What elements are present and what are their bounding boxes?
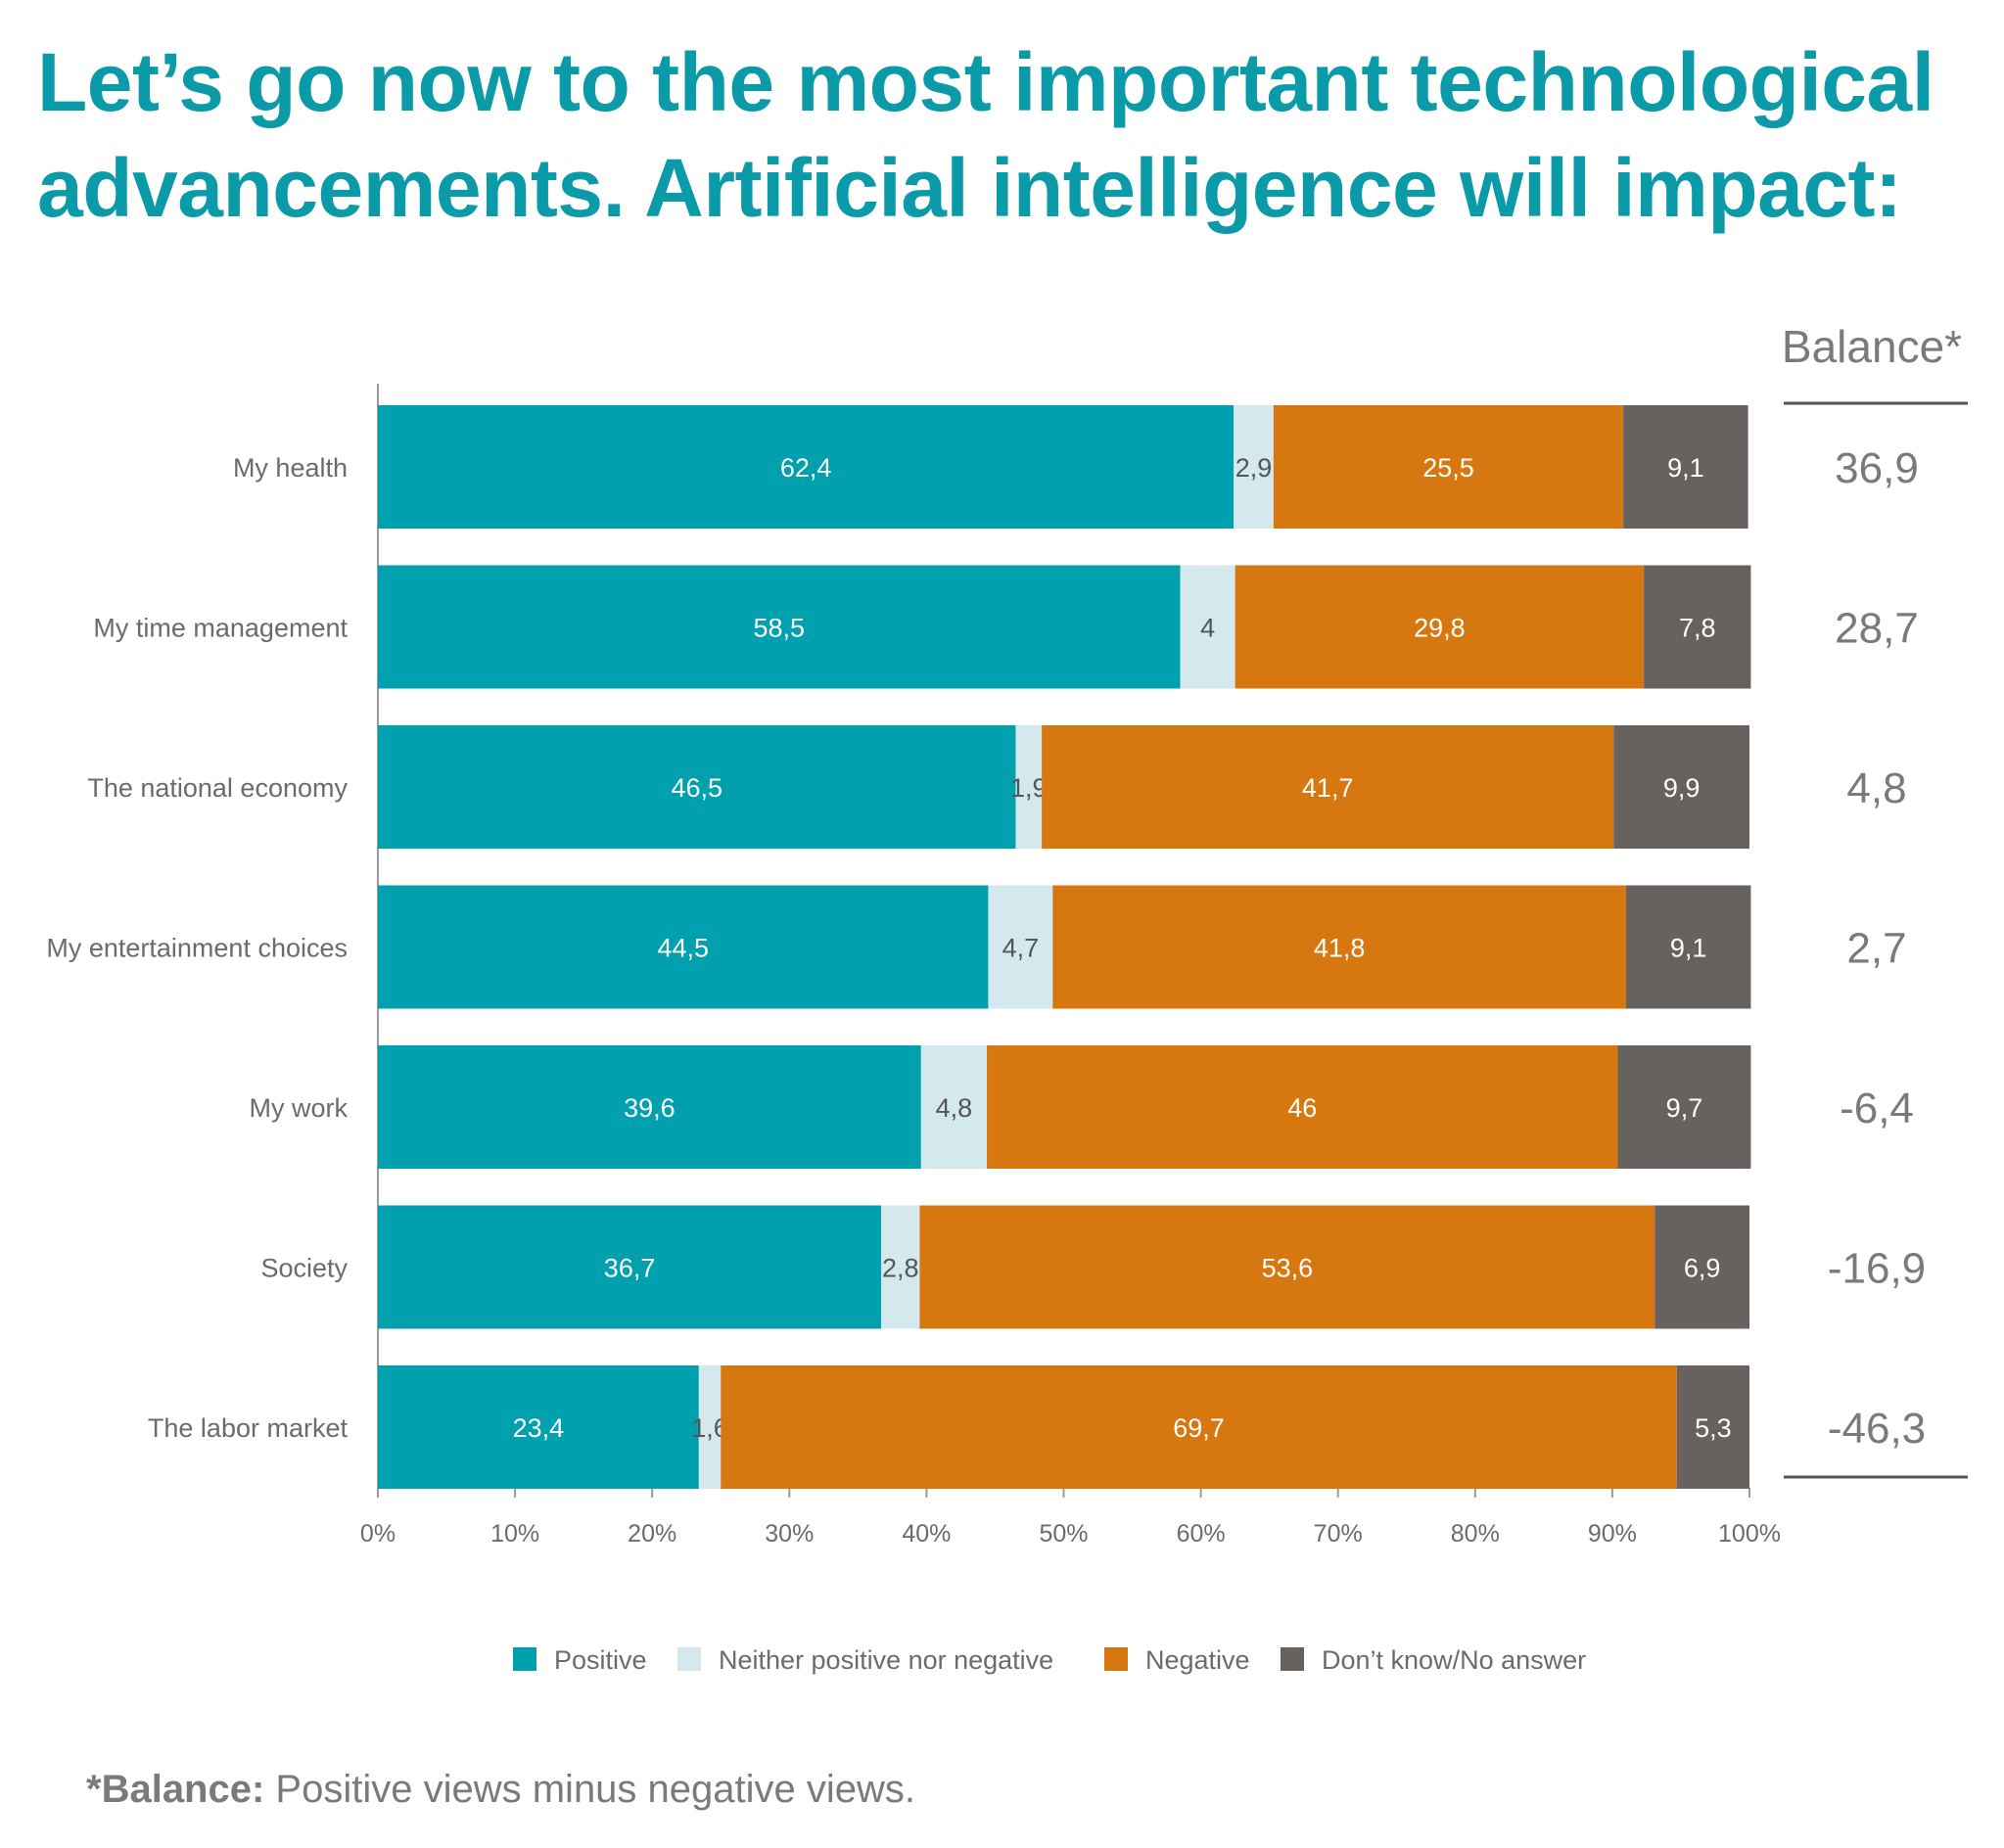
footnote-text: Positive views minus negative views. bbox=[264, 1768, 916, 1811]
data-label-neither: 1,9 bbox=[1010, 773, 1048, 803]
legend-swatch-negative bbox=[1104, 1647, 1128, 1671]
data-label-neither: 4,7 bbox=[1002, 934, 1040, 963]
x-tick-label: 90% bbox=[1588, 1520, 1637, 1548]
balance-value: 36,9 bbox=[1835, 444, 1919, 492]
bar-segment-dont_know bbox=[1654, 1205, 1749, 1329]
legend-swatch-positive bbox=[513, 1647, 536, 1671]
bar-segment-positive bbox=[378, 1365, 699, 1489]
data-label-neither: 2,8 bbox=[882, 1254, 919, 1283]
data-label-positive: 39,6 bbox=[624, 1093, 676, 1123]
data-label-positive: 58,5 bbox=[754, 614, 806, 643]
data-label-dont_know: 9,1 bbox=[1667, 453, 1704, 483]
bar-segment-negative bbox=[919, 1205, 1655, 1329]
bar-segment-positive bbox=[378, 885, 989, 1009]
x-tick-label: 100% bbox=[1718, 1520, 1781, 1548]
x-tick-label: 30% bbox=[765, 1520, 814, 1548]
data-label-negative: 69,7 bbox=[1173, 1413, 1225, 1443]
category-label: My entertainment choices bbox=[46, 934, 348, 963]
data-label-positive: 62,4 bbox=[780, 453, 832, 483]
data-label-negative: 41,8 bbox=[1314, 934, 1366, 963]
bar-segment-neither bbox=[1180, 565, 1235, 689]
category-label: My health bbox=[233, 453, 348, 483]
x-tick-label: 0% bbox=[360, 1520, 396, 1548]
balance-value: -6,4 bbox=[1840, 1085, 1914, 1132]
category-label: My time management bbox=[93, 614, 348, 643]
category-label: Society bbox=[260, 1254, 348, 1283]
data-label-dont_know: 9,9 bbox=[1663, 773, 1701, 803]
bar-segment-dont_know bbox=[1676, 1365, 1749, 1489]
bar-segment-neither bbox=[698, 1365, 722, 1489]
bar-segment-neither bbox=[1015, 725, 1043, 849]
balance-value: 2,7 bbox=[1846, 925, 1906, 973]
bar-segment-negative bbox=[721, 1365, 1677, 1489]
data-label-positive: 44,5 bbox=[657, 934, 709, 963]
bar-segment-neither bbox=[1234, 405, 1274, 529]
legend-label-dont_know: Don’t know/No answer bbox=[1322, 1645, 1586, 1675]
data-label-dont_know: 5,3 bbox=[1695, 1413, 1732, 1443]
data-label-dont_know: 6,9 bbox=[1684, 1254, 1721, 1283]
x-tick-label: 20% bbox=[628, 1520, 676, 1548]
bar-segment-negative bbox=[987, 1045, 1618, 1169]
data-label-dont_know: 9,1 bbox=[1670, 934, 1707, 963]
category-label: The national economy bbox=[87, 773, 348, 803]
bar-segment-positive bbox=[378, 565, 1181, 689]
x-tick-label: 40% bbox=[902, 1520, 951, 1548]
balance-header: Balance* bbox=[1782, 321, 1962, 372]
data-label-positive: 36,7 bbox=[604, 1254, 656, 1283]
data-label-negative: 41,7 bbox=[1302, 773, 1354, 803]
bar-segment-negative bbox=[1235, 565, 1645, 689]
x-tick-label: 50% bbox=[1039, 1520, 1088, 1548]
balance-value: 28,7 bbox=[1835, 605, 1919, 653]
bar-segment-dont_know bbox=[1613, 725, 1749, 849]
bar-segment-negative bbox=[1042, 725, 1614, 849]
x-tick-label: 60% bbox=[1177, 1520, 1226, 1548]
data-label-negative: 25,5 bbox=[1422, 453, 1474, 483]
data-label-neither: 4,8 bbox=[936, 1093, 973, 1123]
bar-segment-neither bbox=[881, 1205, 920, 1329]
balance-value: -16,9 bbox=[1828, 1245, 1926, 1293]
bar-segment-positive bbox=[378, 725, 1016, 849]
page-title: Let’s go now to the most important techn… bbox=[37, 29, 1985, 241]
data-label-positive: 46,5 bbox=[671, 773, 722, 803]
legend-swatch-dont_know bbox=[1281, 1647, 1304, 1671]
x-tick-label: 80% bbox=[1451, 1520, 1500, 1548]
legend-label-positive: Positive bbox=[554, 1645, 647, 1675]
balance-value: -46,3 bbox=[1828, 1405, 1926, 1453]
legend-label-neither: Neither positive nor negative bbox=[719, 1645, 1053, 1675]
footnote-label: *Balance: bbox=[86, 1768, 265, 1811]
legend-label-negative: Negative bbox=[1145, 1645, 1250, 1675]
bar-segment-dont_know bbox=[1617, 1045, 1751, 1169]
bar-segment-dont_know bbox=[1623, 405, 1748, 529]
category-label: My work bbox=[250, 1093, 349, 1123]
x-tick-label: 70% bbox=[1314, 1520, 1363, 1548]
bar-segment-positive bbox=[378, 405, 1235, 529]
x-tick-label: 10% bbox=[490, 1520, 539, 1548]
bar-segment-negative bbox=[1273, 405, 1624, 529]
title-line-1: Let’s go now to the most important techn… bbox=[37, 36, 1934, 128]
bar-segment-neither bbox=[988, 885, 1053, 1009]
bar-segment-dont_know bbox=[1625, 885, 1751, 1009]
title-line-2: advancements. Artificial intelligence wi… bbox=[37, 142, 1902, 234]
data-label-dont_know: 9,7 bbox=[1666, 1093, 1703, 1123]
data-label-dont_know: 7,8 bbox=[1679, 614, 1716, 643]
bar-segment-dont_know bbox=[1644, 565, 1751, 689]
category-label: The labor market bbox=[148, 1413, 349, 1443]
data-label-negative: 29,8 bbox=[1414, 614, 1466, 643]
data-label-neither: 4 bbox=[1200, 614, 1215, 643]
balance-value: 4,8 bbox=[1846, 764, 1906, 812]
bar-segment-positive bbox=[378, 1205, 882, 1329]
data-label-negative: 46 bbox=[1287, 1093, 1317, 1123]
bar-segment-negative bbox=[1052, 885, 1626, 1009]
data-label-positive: 23,4 bbox=[513, 1413, 565, 1443]
footnote: *Balance: Positive views minus negative … bbox=[86, 1768, 915, 1812]
legend-swatch-neither bbox=[677, 1647, 701, 1671]
bar-segment-neither bbox=[920, 1045, 988, 1169]
data-label-negative: 53,6 bbox=[1262, 1254, 1314, 1283]
data-label-neither: 2,9 bbox=[1235, 453, 1273, 483]
bar-segment-positive bbox=[378, 1045, 921, 1169]
